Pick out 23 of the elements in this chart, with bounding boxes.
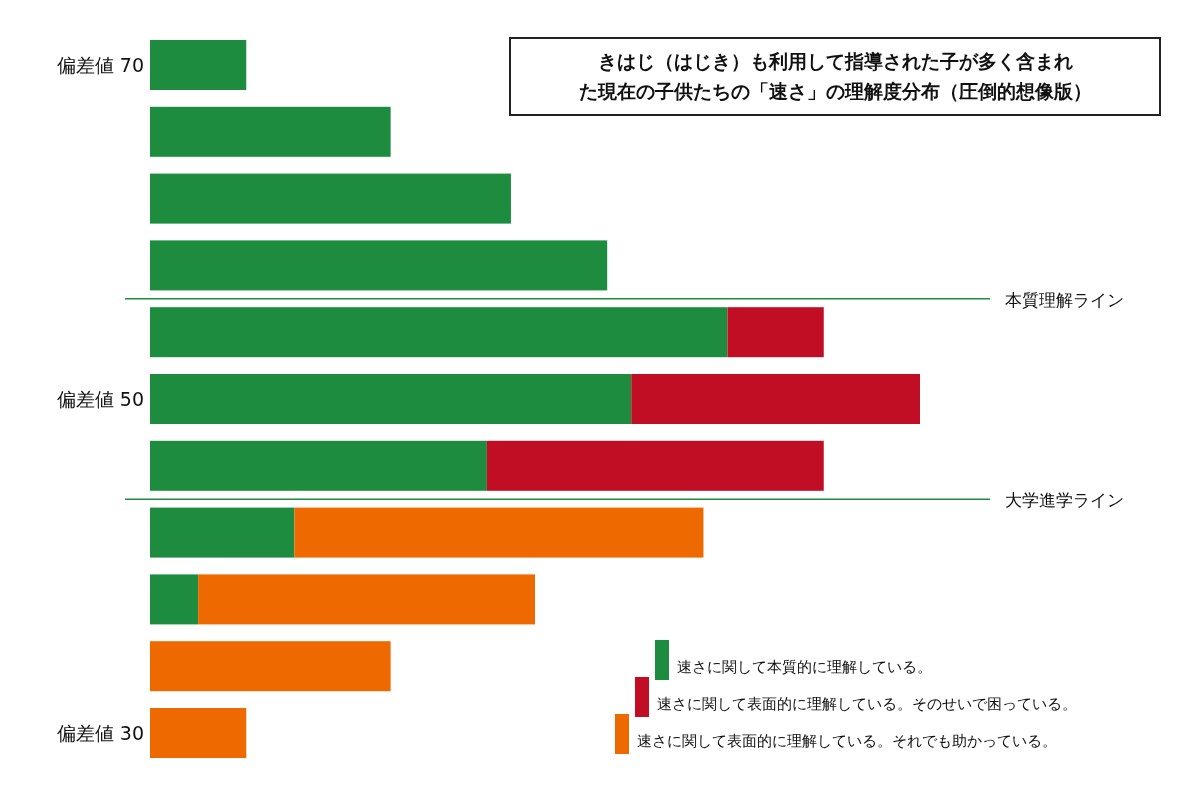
bar: [150, 240, 608, 291]
bar: [150, 307, 728, 358]
bar: [150, 708, 247, 758]
bar: [294, 507, 704, 558]
bar: [150, 40, 247, 90]
bar: [150, 641, 391, 692]
bar: [150, 173, 511, 224]
y-tick-label: 偏差値 70: [56, 54, 144, 76]
bar: [198, 574, 535, 625]
bar: [727, 307, 824, 358]
bar: [486, 440, 824, 491]
bar: [150, 106, 391, 157]
bar: [150, 440, 487, 491]
bar: [150, 574, 199, 625]
bar: [631, 374, 920, 424]
text: 大学進学ライン: [1005, 490, 1124, 511]
text: 本質理解ライン: [1005, 289, 1124, 310]
legend: 速さに関して本質的に理解している。 速さに関して表面的に理解している。そのせいで困っている。 速さに関して表面的に理解している。それでも助かっている。: [615, 640, 1077, 754]
y-tick-label: 偏差値 50: [56, 388, 144, 410]
bar: [150, 374, 632, 424]
text: きはじ（はじき）も利用して指導された子が多く含まれた現在の子供たちの「速さ」の理解度分布（圧倒的想像版）: [578, 50, 1092, 102]
y-tick-label: 偏差値 30: [56, 722, 144, 744]
bar: [150, 507, 295, 558]
